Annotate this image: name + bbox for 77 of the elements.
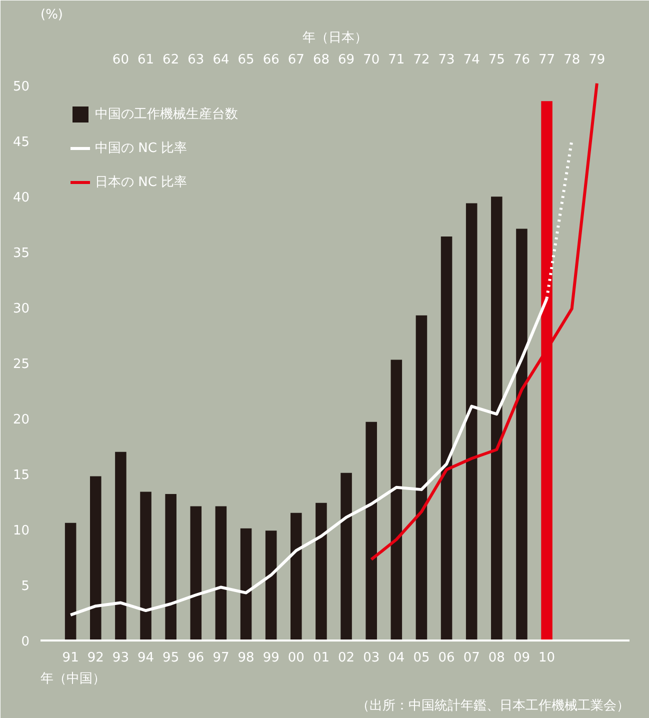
y-tick-label: 30 [12,302,30,317]
x-tick-label: 02 [338,650,355,666]
x2-tick-label: 75 [488,52,505,68]
bar [466,203,478,640]
x-axis-title: 年（中国） [40,672,106,686]
x2-tick-label: 64 [212,52,230,68]
x2-tick-label: 70 [363,52,380,68]
x-tick-label: 94 [137,650,154,666]
y-tick-label: 5 [21,579,30,594]
bar [240,528,252,640]
y-tick-label: 15 [12,468,30,484]
x-tick-label: 92 [87,650,104,666]
x-tick-label: 93 [112,650,129,666]
x2-tick-label: 66 [262,52,280,68]
bar [390,360,402,640]
bar [115,452,126,640]
legend-label: 中国の工作機械生産台数 [95,106,238,123]
x-tick-label: 05 [413,650,430,666]
x2-tick-label: 78 [564,52,580,68]
bar [165,494,176,640]
bar [215,506,227,640]
legend-label: 中国の NC 比率 [95,140,188,157]
x2-tick-label: 72 [413,52,430,68]
x2-tick-label: 63 [188,52,204,68]
y-tick-label: 50 [12,80,30,95]
x2-tick-label: 65 [238,52,254,68]
x2-tick-label: 67 [288,52,304,68]
y-tick-label: 0 [21,634,30,650]
x2-tick-label: 73 [438,52,455,68]
x-tick-label: 95 [162,650,180,666]
x2-tick-label: 77 [538,52,556,68]
x2-tick-label: 62 [162,52,180,68]
bar [190,506,202,640]
bar [90,476,102,640]
x2-tick-label: 68 [312,52,330,68]
x-tick-label: 99 [262,650,280,666]
x-tick-label: 03 [363,650,380,666]
x2-tick-label: 74 [463,52,480,68]
x2-tick-label: 61 [137,52,154,68]
x-tick-label: 00 [288,650,304,666]
bar [316,502,327,640]
bar [491,196,502,640]
x-tick-label: 97 [212,650,230,666]
x-tick-label: 91 [62,650,79,666]
x-tick-label: 98 [238,650,254,666]
x2-axis-title: 年（日本） [302,30,368,46]
x-tick-label: 01 [312,650,330,666]
bar [64,522,76,640]
bar [290,512,302,640]
x2-tick-label: 76 [513,52,530,68]
x-tick-label: 10 [538,650,556,666]
x-tick-label: 09 [513,650,530,666]
y-tick-label: 25 [12,357,30,372]
y-tick-label: 20 [12,412,30,428]
y-axis-title: (%) [40,8,63,22]
x-tick-label: 07 [463,650,480,666]
bar [140,492,152,640]
text: （出所：中国統計年鑑、日本工作機械工業会） [356,698,630,714]
y-tick-label: 40 [12,190,30,206]
bar [416,315,428,640]
legend-label: 日本の NC 比率 [95,174,188,191]
bar [340,472,352,640]
x2-tick-label: 71 [388,52,405,68]
bar [265,530,277,640]
y-tick-label: 45 [12,135,30,150]
x-tick-label: 04 [388,650,405,666]
x2-tick-label: 79 [588,52,606,68]
y-tick-label: 10 [12,524,30,539]
bar [516,228,528,640]
x-tick-label: 96 [188,650,204,666]
x2-tick-label: 60 [112,52,129,68]
y-tick-label: 35 [12,246,30,262]
x-tick-label: 08 [488,650,505,666]
bar [440,236,452,640]
x-tick-label: 06 [438,650,455,666]
bar [366,422,377,640]
x2-tick-label: 69 [338,52,355,68]
